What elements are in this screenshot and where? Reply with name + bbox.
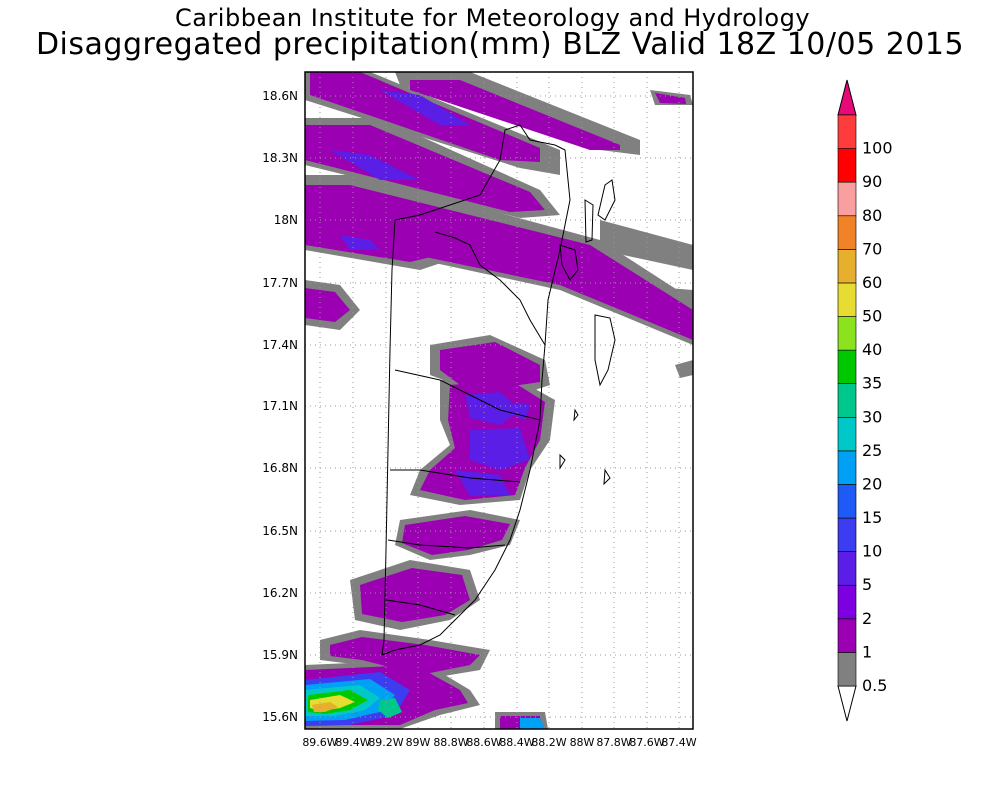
colorbar-swatch [837,450,857,485]
precip-field [305,72,693,729]
lon-label: 88.6W [466,736,501,749]
lon-label: 89.4W [335,736,370,749]
colorbar-label: 30 [862,407,882,426]
colorbar-swatch [837,215,857,250]
colorbar-label: 10 [862,542,882,561]
colorbar-label: 35 [862,374,882,393]
colorbar-label: 60 [862,273,882,292]
colorbar-label: 5 [862,575,872,594]
colorbar-swatch [837,148,857,183]
lat-label: 18.3N [262,151,298,165]
colorbar-swatch [837,517,857,552]
title-line-2: Disaggregated precipitation(mm) BLZ Vali… [35,27,965,62]
colorbar-label: 2 [862,609,872,628]
lat-label: 18.6N [262,89,298,103]
lon-label: 87.4W [661,736,696,749]
colorbar-label: 50 [862,307,882,326]
lon-label: 88W [570,736,595,749]
colorbar-swatch [837,652,857,687]
precip-heavy-area [305,672,545,729]
colorbar-label: 40 [862,340,882,359]
colorbar-swatch [837,383,857,418]
title-line-1: Caribbean Institute for Meteorology and … [174,4,811,32]
colorbar-label: 15 [862,508,882,527]
colorbar-label: 100 [862,139,893,158]
lat-label: 16.5N [262,524,298,538]
lat-label: 15.6N [262,710,298,724]
longitude-axis: 89.6W 89.4W 89.2W 89W 88.8W 88.6W 88.4W … [302,736,696,749]
colorbar-swatch [837,282,857,317]
precip-5mm-areas [330,90,530,496]
colorbar-max-arrow [837,79,857,116]
colorbar-swatch [837,551,857,586]
colorbar-swatch [837,249,857,284]
plot-frame [304,71,694,730]
colorbar-swatch [837,114,857,149]
lon-label: 89.6W [302,736,337,749]
colorbar-label: 25 [862,441,882,460]
lat-label: 18N [274,213,298,227]
colorbar-label: 1 [862,642,872,661]
lon-label: 88.8W [433,736,468,749]
lon-label: 88.4W [499,736,534,749]
colorbar-swatch [837,416,857,452]
lon-label: 89W [406,736,431,749]
colorbar-label: 80 [862,206,882,225]
lat-label: 16.2N [262,586,298,600]
colorbar-swatch [837,484,857,519]
colorbar-swatch [837,181,857,217]
colorbar-label: 70 [862,239,882,258]
colorbar-label: 20 [862,474,882,493]
colorbar-label: 0.5 [862,676,887,695]
coastline-borders [381,124,616,656]
lat-label: 16.8N [262,461,298,475]
colorbar-min-arrow [837,685,857,722]
colorbar-swatch [837,316,857,351]
lon-label: 87.8W [596,736,631,749]
latitude-axis: 18.6N 18.3N 18N 17.7N 17.4N 17.1N 16.8N … [262,89,298,724]
colorbar-swatch [837,584,857,620]
lat-label: 17.7N [262,276,298,290]
lon-label: 87.6W [629,736,664,749]
colorbar-swatch [837,618,857,653]
lon-label: 88.2W [531,736,566,749]
lat-label: 17.1N [262,399,298,413]
lat-label: 17.4N [262,338,298,352]
colorbar-label: 90 [862,172,882,191]
lon-label: 89.2W [368,736,403,749]
lat-label: 15.9N [262,648,298,662]
colorbar-swatch [837,349,857,385]
